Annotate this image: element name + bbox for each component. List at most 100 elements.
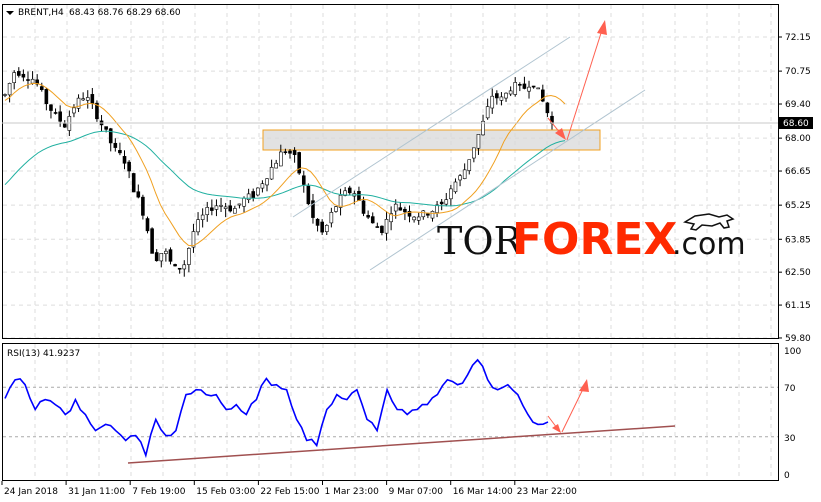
candle bbox=[145, 216, 150, 234]
rsi-pane-border bbox=[2, 343, 779, 481]
ma-slow-line bbox=[4, 130, 566, 207]
rsi-axis[interactable]: 100 70 30 0 bbox=[784, 347, 801, 481]
candle bbox=[237, 203, 242, 209]
candle bbox=[81, 92, 85, 102]
candle bbox=[76, 94, 81, 113]
candle bbox=[283, 148, 288, 155]
rsi-tick-label: 0 bbox=[784, 471, 790, 481]
time-tick-label: 15 Feb 03:00 bbox=[196, 487, 255, 497]
grid bbox=[3, 5, 778, 480]
candle bbox=[12, 70, 16, 90]
price-tick-label: 70.75 bbox=[785, 67, 811, 77]
candle bbox=[297, 151, 301, 175]
candle bbox=[288, 149, 292, 159]
rsi-tick-label: 100 bbox=[784, 347, 801, 357]
candle bbox=[16, 67, 21, 78]
price-tick-label: 65.25 bbox=[785, 201, 811, 211]
price-axis[interactable]: 72.15 70.75 69.40 68.00 66.65 65.25 63.85 62.50… bbox=[778, 33, 811, 344]
candle bbox=[531, 85, 536, 89]
candle bbox=[439, 199, 444, 211]
candle bbox=[315, 218, 320, 232]
candle bbox=[389, 206, 393, 231]
price-tick-label: 63.85 bbox=[785, 235, 811, 245]
candle bbox=[118, 142, 122, 156]
candle bbox=[416, 212, 421, 225]
bull-icon bbox=[683, 213, 735, 231]
header: BRENT,H4 68.43 68.76 68.29 68.60 bbox=[6, 8, 181, 18]
candle bbox=[187, 247, 191, 273]
candle bbox=[219, 197, 223, 212]
candle bbox=[30, 71, 35, 85]
candle bbox=[35, 74, 39, 87]
svg-text:FOREX: FOREX bbox=[512, 214, 677, 265]
candle bbox=[7, 82, 12, 103]
candle bbox=[444, 192, 449, 207]
time-tick-label: 23 Mar 22:00 bbox=[517, 487, 577, 497]
rsi-grid bbox=[3, 386, 778, 438]
svg-text:.com: .com bbox=[672, 227, 746, 262]
candle bbox=[357, 186, 361, 202]
candle bbox=[141, 194, 145, 220]
candle bbox=[338, 188, 343, 216]
candle bbox=[154, 249, 159, 262]
candle bbox=[113, 138, 118, 152]
candle bbox=[536, 87, 541, 90]
candle bbox=[62, 120, 67, 128]
support-zone bbox=[262, 129, 601, 151]
candle bbox=[380, 225, 384, 236]
candle bbox=[513, 77, 518, 97]
candle bbox=[550, 111, 554, 130]
ma-fast-line bbox=[4, 82, 566, 247]
candle bbox=[3, 93, 7, 98]
candle bbox=[85, 90, 90, 109]
candle bbox=[504, 92, 508, 102]
torforex-logo: TOR FOREX .com bbox=[437, 213, 746, 265]
candle bbox=[265, 178, 269, 192]
rsi-tick-label: 30 bbox=[784, 434, 796, 444]
candle bbox=[177, 267, 182, 274]
price-tick-label: 69.40 bbox=[785, 100, 811, 110]
price-tick-label: 68.00 bbox=[785, 134, 811, 144]
candle bbox=[320, 219, 324, 235]
ohlc-label: 68.43 68.76 68.29 68.60 bbox=[69, 8, 181, 18]
candle bbox=[412, 216, 416, 223]
candle bbox=[136, 184, 141, 199]
price-tick-label: 72.15 bbox=[785, 33, 811, 43]
time-tick-label: 24 Jan 2018 bbox=[4, 487, 58, 497]
candle bbox=[233, 205, 237, 214]
price-tick-label: 61.15 bbox=[785, 301, 811, 311]
channel-lower-line[interactable] bbox=[369, 89, 646, 271]
candle bbox=[90, 87, 95, 110]
candle bbox=[462, 163, 467, 180]
candle bbox=[541, 84, 545, 103]
candle bbox=[150, 227, 154, 254]
candle bbox=[458, 174, 462, 187]
time-tick-label: 22 Feb 15:00 bbox=[260, 487, 319, 497]
time-axis[interactable]: 24 Jan 2018 31 Jan 11:00 7 Feb 19:00 15 Feb… bbox=[1, 481, 577, 497]
price-tick-label: 66.65 bbox=[785, 167, 811, 177]
candle bbox=[476, 134, 481, 155]
candle bbox=[274, 159, 279, 169]
rsi-arrow-up bbox=[561, 379, 589, 433]
candle bbox=[334, 205, 338, 213]
rsi-trendline[interactable] bbox=[127, 425, 676, 464]
candle bbox=[131, 172, 136, 193]
candle bbox=[58, 105, 62, 127]
candle bbox=[251, 188, 256, 202]
candle bbox=[453, 178, 458, 194]
symbol-label: BRENT,H4 bbox=[18, 8, 64, 18]
candle bbox=[228, 199, 233, 213]
triangle-down-icon[interactable] bbox=[6, 11, 14, 15]
candle bbox=[467, 159, 472, 175]
candle bbox=[159, 253, 164, 268]
candle bbox=[435, 200, 439, 218]
candle bbox=[522, 76, 527, 90]
arrow-up bbox=[566, 20, 607, 141]
candle bbox=[205, 201, 210, 222]
candle bbox=[182, 260, 187, 277]
candle bbox=[545, 102, 550, 118]
channel-upper-line[interactable] bbox=[292, 36, 571, 218]
candle bbox=[324, 224, 329, 236]
